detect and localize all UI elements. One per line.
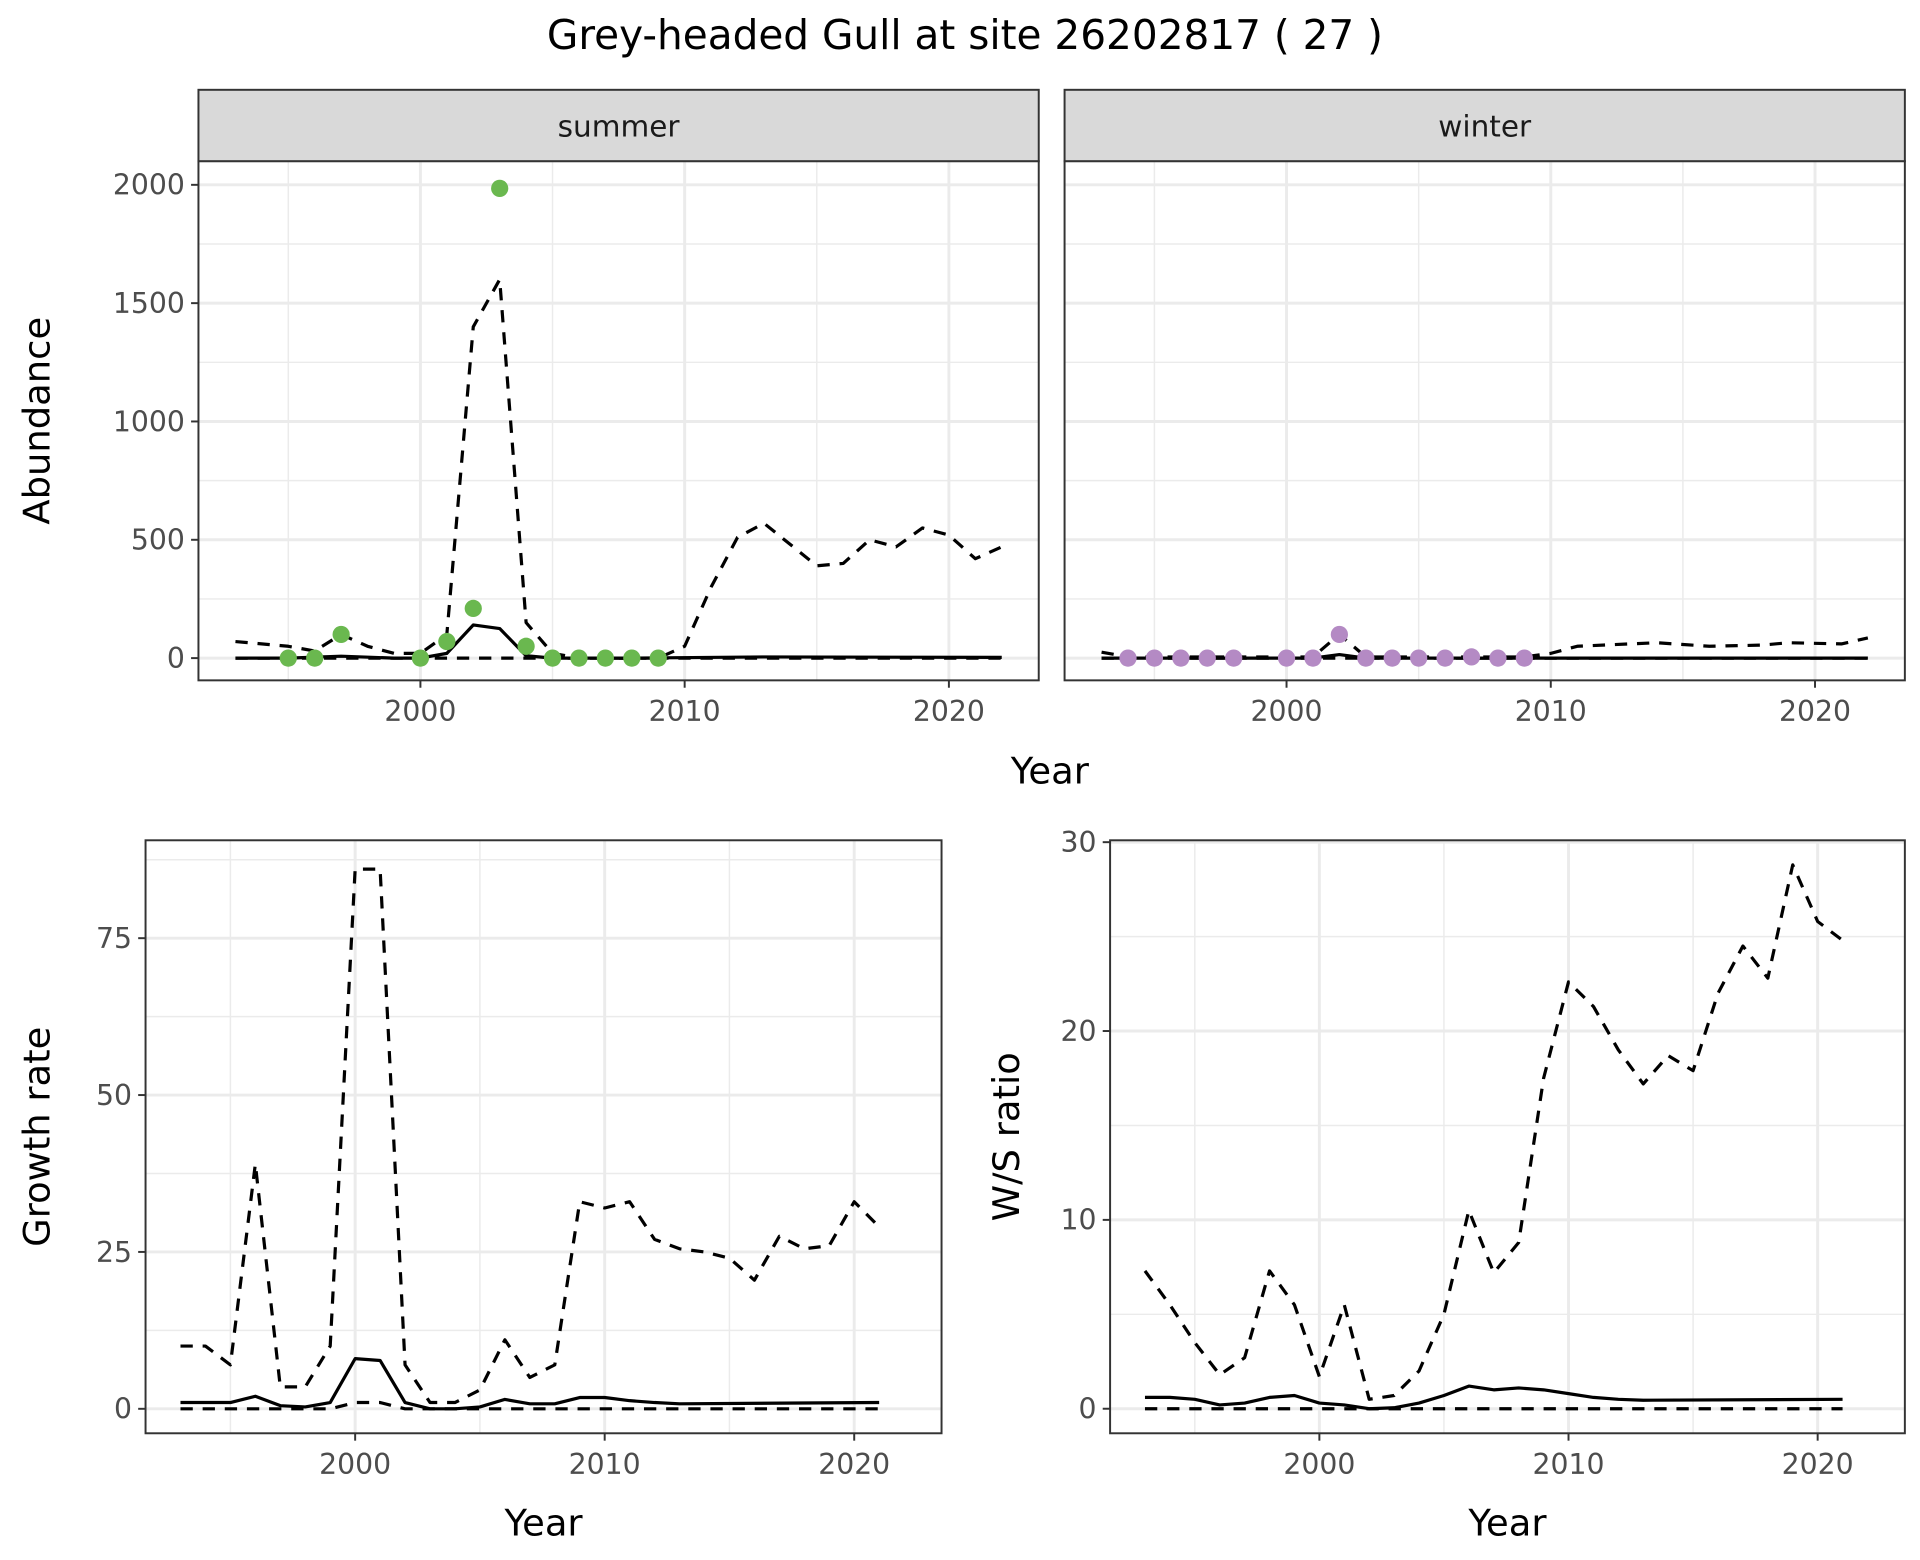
x-axis-label: Year bbox=[1467, 1501, 1547, 1544]
data-point bbox=[464, 599, 482, 618]
y-tick-label: 0 bbox=[114, 1393, 132, 1426]
data-point bbox=[1277, 649, 1296, 667]
y-axis-label: Abundance bbox=[16, 317, 59, 525]
y-tick-label: 50 bbox=[96, 1079, 132, 1112]
x-tick-label: 2000 bbox=[1283, 1448, 1355, 1481]
data-point bbox=[1198, 649, 1216, 667]
data-point bbox=[1304, 649, 1322, 667]
x-tick-label: 2000 bbox=[319, 1448, 391, 1481]
y-tick-label: 0 bbox=[1079, 1393, 1097, 1426]
data-point bbox=[1436, 649, 1454, 667]
facet-strip bbox=[197, 88, 1040, 163]
y-tick-label: 20 bbox=[1061, 1015, 1097, 1048]
data-point bbox=[1410, 649, 1428, 667]
data-point bbox=[1462, 648, 1481, 666]
x-tick-label: 2000 bbox=[384, 695, 456, 728]
series-line-upper bbox=[180, 867, 881, 1405]
chart-title: Grey-headed Gull at site 26202817 ( 27 ) bbox=[547, 11, 1383, 59]
panel-border bbox=[144, 839, 943, 1435]
data-point bbox=[1330, 625, 1348, 644]
y-axis-label: W/S ratio bbox=[985, 1052, 1028, 1221]
x-tick-label: 2020 bbox=[1782, 1448, 1854, 1481]
x-tick-label: 2010 bbox=[1515, 695, 1587, 728]
y-tick-label: 1500 bbox=[113, 287, 185, 320]
facet-label: summer bbox=[558, 110, 681, 144]
data-point bbox=[1225, 649, 1243, 667]
series-line-fit bbox=[1144, 1384, 1843, 1411]
plot-background bbox=[1110, 840, 1905, 1434]
data-point bbox=[1383, 649, 1401, 667]
facet-strip bbox=[1063, 88, 1906, 163]
y-tick-label: 30 bbox=[1061, 826, 1097, 859]
panel-ws-ratio: 2000 2010 2020 0 10 20 30 W/S ratio Year bbox=[985, 826, 1906, 1544]
data-point bbox=[1515, 649, 1533, 667]
data-point bbox=[570, 649, 588, 667]
data-point bbox=[1357, 649, 1375, 667]
series-line-fit bbox=[180, 1357, 880, 1411]
data-point bbox=[411, 649, 430, 667]
data-point bbox=[438, 632, 456, 651]
data-point bbox=[1119, 649, 1137, 667]
y-tick-label: 500 bbox=[131, 524, 185, 557]
data-point bbox=[543, 649, 562, 667]
data-point bbox=[517, 637, 535, 655]
x-tick-label: 2020 bbox=[818, 1448, 890, 1481]
data-point bbox=[306, 649, 324, 667]
y-tick-label: 1000 bbox=[113, 405, 185, 438]
data-point bbox=[1145, 649, 1164, 667]
series-line-lower bbox=[180, 1400, 880, 1411]
y-tick-label: 25 bbox=[96, 1236, 132, 1269]
y-axis-label: Growth rate bbox=[16, 1027, 59, 1247]
facet-label: winter bbox=[1438, 110, 1532, 144]
data-point bbox=[279, 649, 297, 667]
x-axis-label: Year bbox=[503, 1501, 583, 1544]
data-point bbox=[1489, 649, 1507, 667]
data-point bbox=[1172, 649, 1190, 667]
panel-abundance-winter: winter 2000 2010 2020 bbox=[1063, 88, 1906, 728]
panel-border bbox=[1109, 839, 1906, 1435]
x-tick-label: 2000 bbox=[1251, 695, 1323, 728]
x-axis-label-top: Year bbox=[1010, 750, 1090, 793]
x-tick-label: 2020 bbox=[913, 695, 985, 728]
x-tick-label: 2010 bbox=[1533, 1448, 1605, 1481]
data-point bbox=[623, 649, 641, 667]
x-tick-label: 2020 bbox=[1779, 695, 1851, 728]
y-tick-label: 0 bbox=[167, 642, 185, 675]
data-point bbox=[596, 649, 614, 667]
y-tick-label: 2000 bbox=[113, 169, 185, 202]
y-tick-label: 75 bbox=[96, 922, 132, 955]
data-point bbox=[649, 649, 667, 667]
plot-background bbox=[145, 840, 942, 1434]
panel-abundance-summer: summer 2000 2010 2020 0 500 1000 1500 2000 Abunda… bbox=[16, 88, 1040, 728]
x-tick-label: 2010 bbox=[649, 695, 721, 728]
x-tick-label: 2010 bbox=[569, 1448, 641, 1481]
y-tick-label: 10 bbox=[1061, 1204, 1097, 1237]
panel-growth-rate: 2000 2010 2020 0 25 50 75 Growth rate Year bbox=[16, 839, 943, 1544]
data-point bbox=[491, 179, 509, 197]
data-point bbox=[332, 625, 350, 644]
